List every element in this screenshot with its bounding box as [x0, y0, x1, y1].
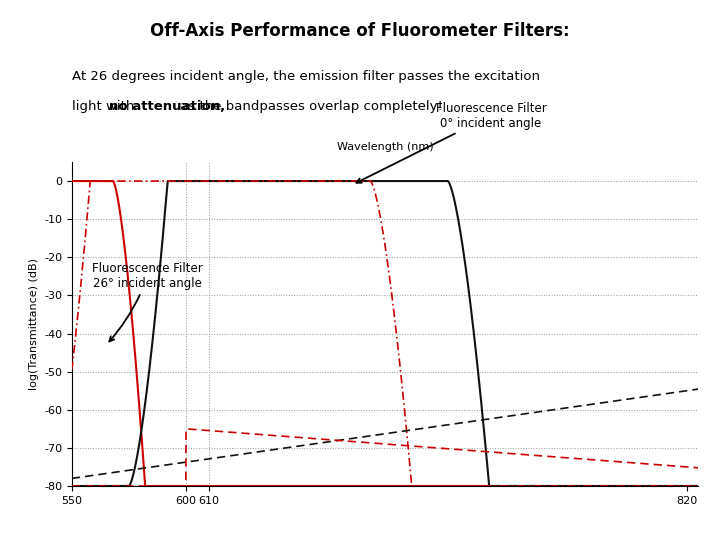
Text: Fluorescence Filter
26° incident angle: Fluorescence Filter 26° incident angle [92, 262, 203, 341]
Text: as the bandpasses overlap completely!: as the bandpasses overlap completely! [176, 100, 443, 113]
Text: Fluorescence Filter
0° incident angle: Fluorescence Filter 0° incident angle [356, 102, 546, 183]
Text: no attenuation,: no attenuation, [109, 100, 225, 113]
Text: At 26 degrees incident angle, the emission filter passes the excitation: At 26 degrees incident angle, the emissi… [72, 70, 540, 83]
Text: Wavelength (nm): Wavelength (nm) [337, 142, 433, 152]
Text: light with: light with [72, 100, 139, 113]
Text: Off-Axis Performance of Fluorometer Filters:: Off-Axis Performance of Fluorometer Filt… [150, 22, 570, 39]
Y-axis label: log(Transmittance) (dB): log(Transmittance) (dB) [29, 258, 39, 390]
Text: Excitation Filter:
0° incident angle: Excitation Filter: 0° incident angle [0, 539, 1, 540]
